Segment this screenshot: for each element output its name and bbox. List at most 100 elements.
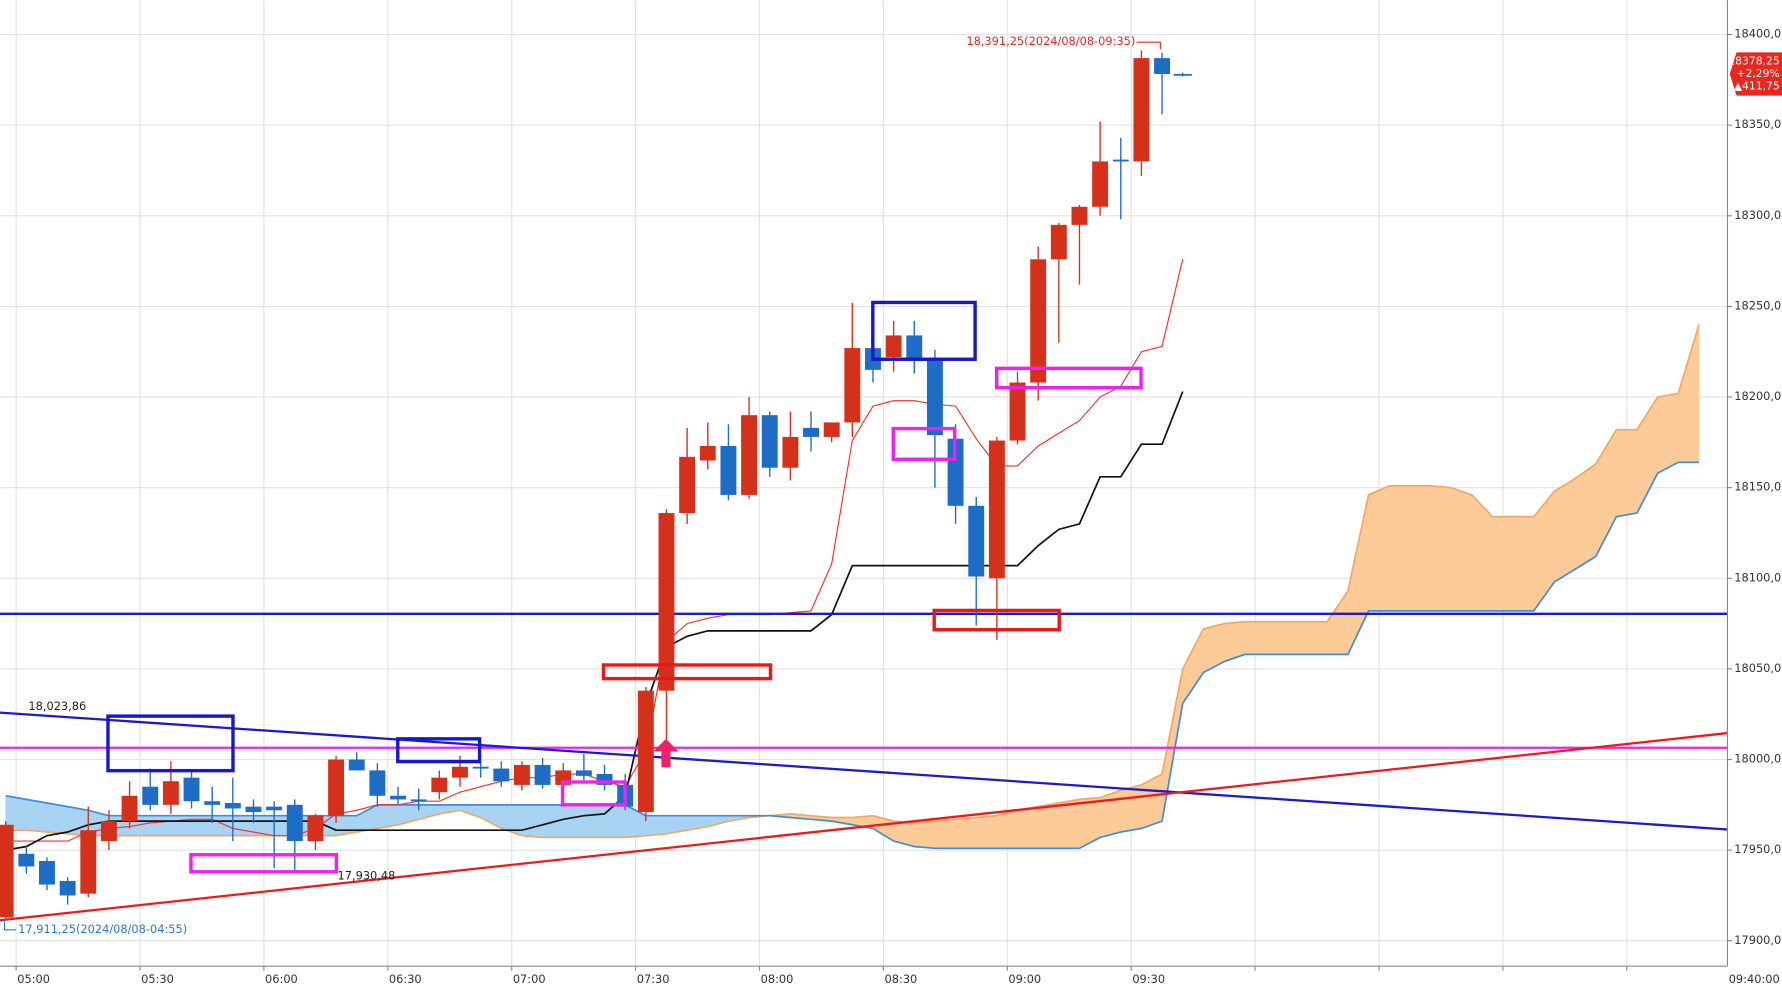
cloud-fill — [1450, 487, 1473, 612]
price-tag-text: +2,29% — [1736, 67, 1779, 80]
candle-body — [720, 445, 737, 495]
candle-body — [59, 880, 76, 896]
candle-body — [348, 759, 365, 771]
cloud-fill — [1017, 806, 1039, 849]
candle-body — [1009, 382, 1026, 441]
candle-body — [1154, 58, 1171, 74]
candle-body — [947, 438, 964, 506]
price-tag — [1729, 52, 1782, 96]
box — [891, 426, 957, 461]
cloud-fill — [1574, 463, 1597, 570]
candle-body — [968, 505, 985, 577]
candle-body — [823, 422, 840, 437]
candle-body — [0, 824, 14, 918]
low-label: 17,911,25(2024/08/08-04:55) — [18, 922, 187, 936]
candle-body — [410, 799, 427, 802]
candle-body — [926, 358, 943, 436]
cloud-fill — [975, 815, 998, 849]
candle-body — [80, 830, 97, 894]
candle-body — [596, 774, 613, 785]
cloud-fill — [1512, 516, 1535, 612]
line-label: 17,930,48 — [338, 868, 396, 882]
trend-line — [0, 731, 1728, 922]
indicator-line — [5, 391, 1184, 851]
y-tick-label: 18000,00 — [1734, 752, 1782, 766]
candle-body — [534, 764, 551, 785]
candle-body — [575, 770, 592, 776]
candle-body — [142, 786, 159, 805]
box — [932, 608, 1061, 632]
x-tick-label: 07:30 — [637, 972, 670, 986]
candle-body — [844, 348, 861, 423]
leader — [3, 919, 16, 931]
candle-body — [513, 764, 530, 785]
x-tick-label: 09:00 — [1008, 972, 1041, 986]
cloud-fill — [955, 817, 977, 849]
candle-body — [472, 766, 489, 769]
candle-body — [369, 770, 386, 796]
cloud-fill — [604, 804, 626, 838]
cloud-fill — [542, 804, 564, 838]
cloud-fill — [1058, 799, 1080, 849]
y-tick-label: 18200,00 — [1734, 389, 1782, 403]
candle-body — [224, 803, 241, 809]
candle-body — [906, 335, 923, 359]
candle-body — [286, 804, 303, 842]
y-tick-label: 17900,00 — [1734, 933, 1782, 947]
cloud-fill — [1388, 485, 1411, 612]
candle-body — [803, 427, 819, 437]
y-tick-label: 17950,00 — [1734, 842, 1782, 856]
candle-body — [18, 853, 35, 867]
y-tick-label: 18400,00 — [1734, 27, 1782, 41]
candle-body — [1050, 224, 1067, 260]
cloud-fill — [645, 815, 667, 836]
candle-body — [637, 690, 654, 813]
indicator-line — [5, 259, 1184, 842]
candle-body — [162, 781, 179, 805]
candle-body — [39, 861, 55, 885]
x-tick-label: 08:30 — [885, 972, 918, 986]
candle-body — [183, 777, 200, 802]
candle-body — [1112, 159, 1129, 162]
box — [106, 714, 235, 773]
x-tick-label: 08:00 — [761, 972, 794, 986]
candle-body — [782, 436, 799, 468]
candle-body — [204, 801, 221, 805]
candle-body — [493, 768, 510, 782]
y-tick-label: 18300,00 — [1734, 208, 1782, 222]
cloud-fill — [1554, 478, 1576, 583]
x-tick-label: 07:00 — [513, 972, 546, 986]
cloud-fill — [232, 815, 254, 836]
candle-body — [741, 415, 758, 495]
cloud-fill — [562, 804, 585, 838]
cloud-fill — [191, 815, 213, 836]
drawings: 18,391,25(2024/08/08-09:35) 17,911,25(20… — [3, 34, 1161, 936]
candle-body — [885, 335, 902, 358]
x-tick-label: 06:30 — [389, 972, 422, 986]
candle-body — [658, 513, 675, 691]
candle-body — [328, 759, 345, 816]
cloud-fill — [1120, 784, 1142, 833]
cloud-fill — [1037, 802, 1060, 849]
y-tick-label: 18350,00 — [1734, 117, 1782, 131]
price-tag-text: ▲411,75 — [1734, 79, 1780, 92]
x-tick-label: 09:30 — [1132, 972, 1165, 986]
cloud-fill — [1306, 621, 1328, 655]
x-tick-label: 06:00 — [265, 972, 298, 986]
candle-body — [431, 777, 448, 793]
y-tick-label: 18050,00 — [1734, 661, 1782, 675]
candle-body — [1071, 206, 1088, 225]
candle-body — [245, 806, 262, 813]
cloud-fill — [1616, 429, 1638, 518]
candle-body — [1092, 161, 1109, 207]
box — [994, 366, 1143, 390]
cloud-fill — [1409, 485, 1431, 612]
candle-body — [307, 815, 324, 842]
candle-body — [452, 766, 468, 778]
x-tick-label: 05:00 — [17, 972, 50, 986]
leader — [1136, 41, 1161, 49]
cloud-fill — [26, 799, 48, 833]
cloud-fill — [1099, 789, 1122, 838]
